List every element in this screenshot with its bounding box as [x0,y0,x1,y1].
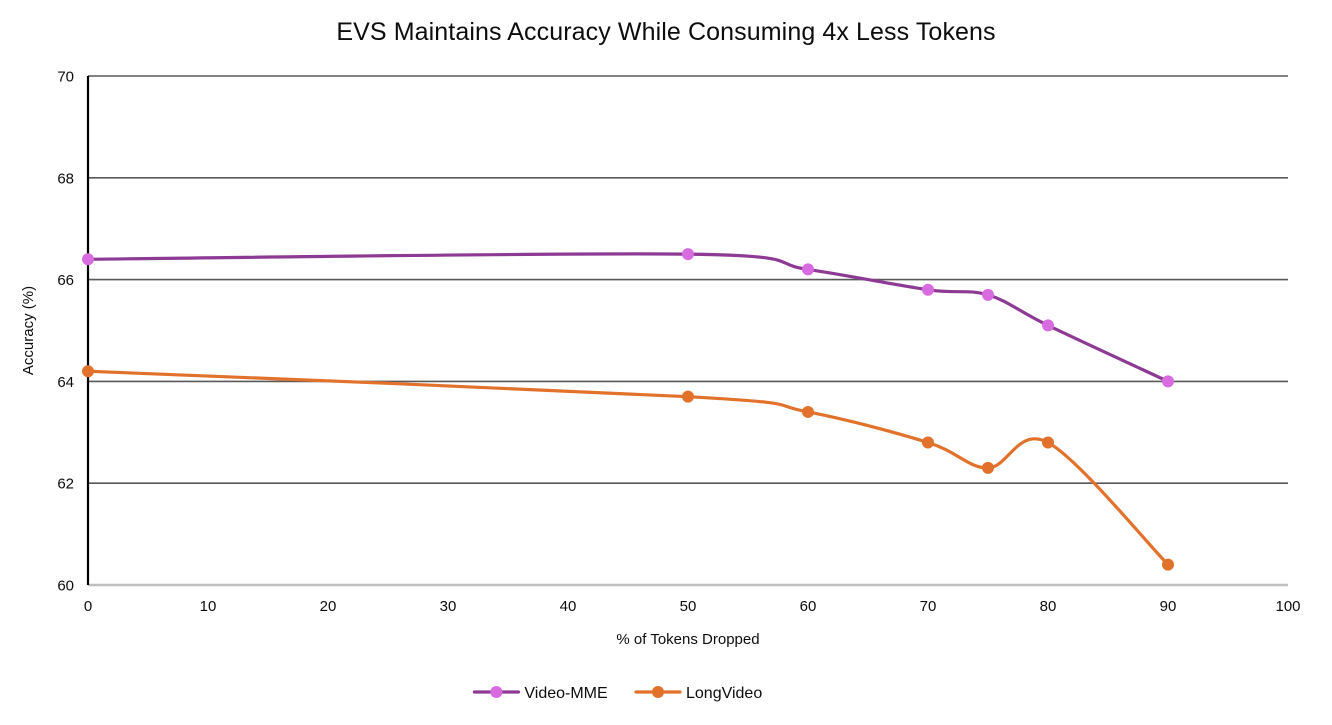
data-point-marker [1162,375,1174,388]
chart-title: EVS Maintains Accuracy While Consuming 4… [336,18,996,46]
data-point-marker [1162,558,1174,571]
data-point-marker [802,405,814,418]
data-point-marker [922,436,934,449]
y-tick-label: 68 [57,170,74,187]
x-tick-label: 0 [84,598,92,615]
x-axis-title: % of Tokens Dropped [616,631,759,648]
x-tick-label: 20 [320,598,337,615]
data-point-marker [982,288,994,301]
legend-label-text: Video-MME [524,685,607,702]
data-point-marker [682,248,694,261]
x-tick-label: 100 [1275,598,1300,615]
y-tick-label: 60 [57,578,74,595]
data-point-marker [1042,436,1054,449]
x-tick-label: 70 [920,598,937,615]
series-line [86,252,1170,383]
legend-label-text: LongVideo [686,685,762,702]
x-tick-label: 90 [1160,598,1177,615]
x-tick-label: 80 [1040,598,1057,615]
data-point-marker [1042,319,1054,332]
x-tick-label: 50 [680,598,697,615]
series-line [86,369,1170,567]
legend-item-video-mme[interactable]: Video-MME [472,685,608,702]
chart-legend: Video-MME LongVideo [472,685,762,702]
y-tick-label: 66 [57,272,74,289]
y-axis-title: Accuracy (%) [20,286,37,375]
legend-swatch-marker [652,686,664,698]
series-video-mme [82,248,1174,388]
gridlines [88,75,1288,587]
data-series-group [82,248,1174,571]
x-axis: 0 10 20 30 40 50 60 70 80 90 100 [84,598,1301,615]
data-point-marker [682,390,694,403]
data-point-marker [82,253,94,266]
legend-swatch-marker [490,686,503,698]
x-tick-label: 10 [200,598,217,615]
series-longvideo [82,365,1174,571]
y-tick-label: 64 [57,374,74,391]
x-tick-label: 30 [440,598,457,615]
x-tick-label: 40 [560,598,577,615]
y-axis: 60 62 64 66 68 70 [57,69,90,595]
x-tick-label: 60 [800,598,817,615]
y-axis-label-text: Accuracy (%) [20,286,37,375]
legend-item-longvideo[interactable]: LongVideo [634,685,762,702]
data-point-marker [982,461,994,474]
y-tick-label: 62 [57,476,74,493]
y-tick-label: 70 [57,69,74,86]
x-axis-label-text: % of Tokens Dropped [616,631,759,648]
data-point-marker [82,365,94,378]
data-point-marker [922,283,934,296]
data-point-marker [802,263,814,276]
